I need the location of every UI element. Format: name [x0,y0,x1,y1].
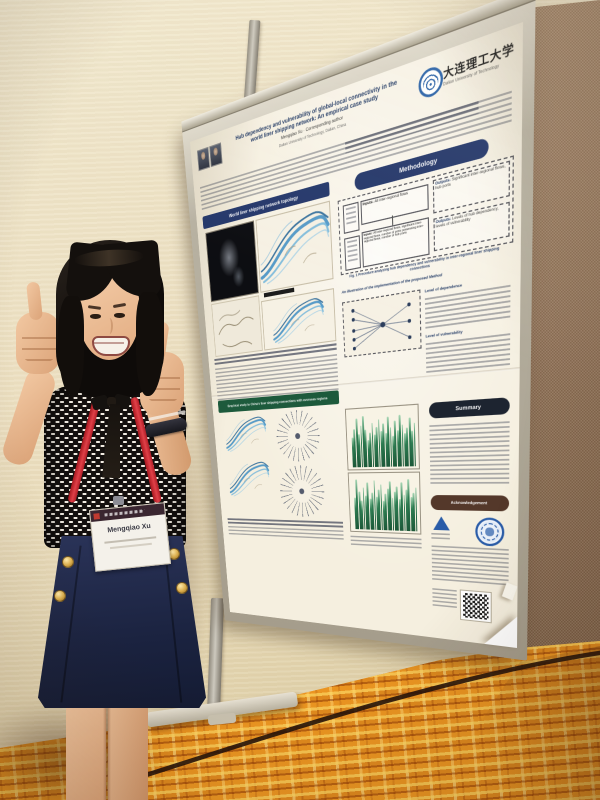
badge-name: Mengqiao Xu [107,522,152,535]
radial-network-2 [278,464,326,518]
reference-text [432,588,457,611]
hair-lock-right [136,292,164,396]
right-leg [108,690,148,800]
badge-line-3 [110,542,152,550]
gold-button-1 [62,556,74,568]
poster-board-group: Hub dependency and vulnerability of glob… [181,0,536,661]
acknowledgement-header: Acknowledgement [430,495,510,512]
flow-map-figure-2 [261,288,337,351]
china-flow-map-1 [223,415,269,453]
gold-button-2 [54,590,66,602]
badge-clip [113,496,124,505]
right-eye [114,313,125,318]
funder-triangle-logo-icon [433,516,450,531]
author-photo-2 [209,142,223,168]
step1-outputs-text: Significant inter-regional flows, hub po… [435,163,506,191]
chart-caption [350,535,422,549]
empirical-caption-text [228,526,344,541]
step2-inputs-text: All inter-regional flows, significant in… [363,220,424,244]
university-logo-icon [418,63,444,101]
flow-map-figure-1 [255,200,334,293]
bar-chart-panel-2 [347,471,422,535]
badge-logo-mark [93,513,100,520]
smiling-mouth [92,336,130,356]
radial-network-1 [274,408,321,462]
step1-inputs-text: All inter-regional flows [374,191,409,204]
step1-box [342,201,360,234]
step2-inputs-box: Inputs: All inter-regional flows, signif… [361,217,430,268]
paper-curl [484,613,518,649]
left-eye [90,314,101,319]
bow-knot [107,397,116,406]
left-fist-creases [22,328,56,362]
gold-button-4 [176,582,188,594]
name-badge: Mengqiao Xu [88,502,172,572]
sketch-maps-figure [211,295,263,358]
legs-gap-shadow [103,692,111,800]
summary-text [429,421,510,487]
left-fist [16,312,60,374]
author-photo-1 [196,146,211,172]
acknowledgement-text [431,545,509,589]
nose [106,318,113,334]
chart-bar [414,487,418,532]
teeth-line [94,342,124,344]
step1-inputs-title: Inputs: [362,199,374,207]
society-stamp-logo-icon [475,517,505,547]
hair-lock-left [58,296,84,396]
method-illustration-diagram [342,289,422,358]
bar-chart-panel-1 [344,403,420,471]
dark-world-map-figure [205,220,259,303]
left-leg [66,692,106,800]
summary-header: Summary [428,397,510,419]
step2-box [344,235,361,272]
china-flow-map-2 [226,460,272,498]
chart-bar [413,422,417,467]
funder-logo-caption [431,532,450,543]
